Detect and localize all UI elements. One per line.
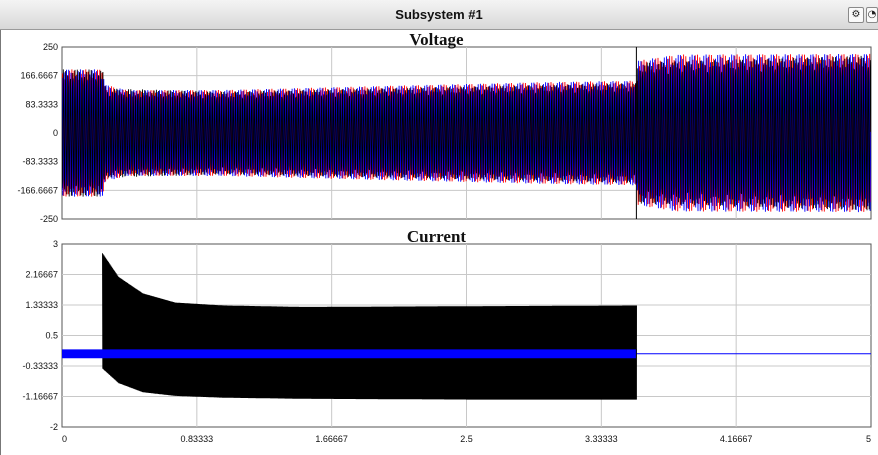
voltage-y-tick-label: 0 [53,128,58,138]
x-tick-label: 3.33333 [585,434,618,444]
current-black-series-line [102,253,637,400]
voltage-y-tick-label: 250 [43,42,58,52]
x-tick-label: 1.66667 [315,434,348,444]
chart-canvas: 250166.666783.33330-83.3333-166.6667-250… [17,30,872,444]
voltage-y-tick-label: 83.3333 [25,99,58,109]
x-tick-label: 4.16667 [720,434,753,444]
voltage-y-tick-label: -166.6667 [17,185,58,195]
plot-area: 250 166.6667 83.3333 0 -83.3333 -166.6667 -250… [0,30,878,455]
current-y-tick-label: 0.5 [45,331,58,341]
current-y-tick-label: 1.33333 [25,300,58,310]
zoom-icon[interactable]: ◔ [866,7,878,23]
x-tick-label: 0.83333 [181,434,214,444]
x-tick-label: 2.5 [460,434,473,444]
voltage-series-line [62,55,871,211]
current-y-tick-label: -1.16667 [22,392,58,402]
x-tick-label: 0 [62,434,67,444]
x-tick-label: 5 [866,434,871,444]
window-title: Subsystem #1 [395,7,483,22]
voltage-chart-title: Voltage [409,30,464,49]
current-y-tick-label: -0.33333 [22,361,58,371]
voltage-y-tick-label: 166.6667 [20,71,58,81]
current-blue-series-line [62,349,637,359]
channel-settings-icon[interactable]: ⚙ [848,7,864,23]
current-chart-title: Current [407,227,467,246]
current-y-tick-label: 2.16667 [25,270,58,280]
voltage-series-line [62,53,871,213]
current-y-tick-label: 3 [53,239,58,249]
voltage-y-tick-label: -250 [40,214,58,224]
voltage-y-tick-label: -83.3333 [22,157,58,167]
current-y-tick-label: -2 [50,422,58,432]
title-bar: Subsystem #1 ⚙ ◔ [0,0,878,30]
